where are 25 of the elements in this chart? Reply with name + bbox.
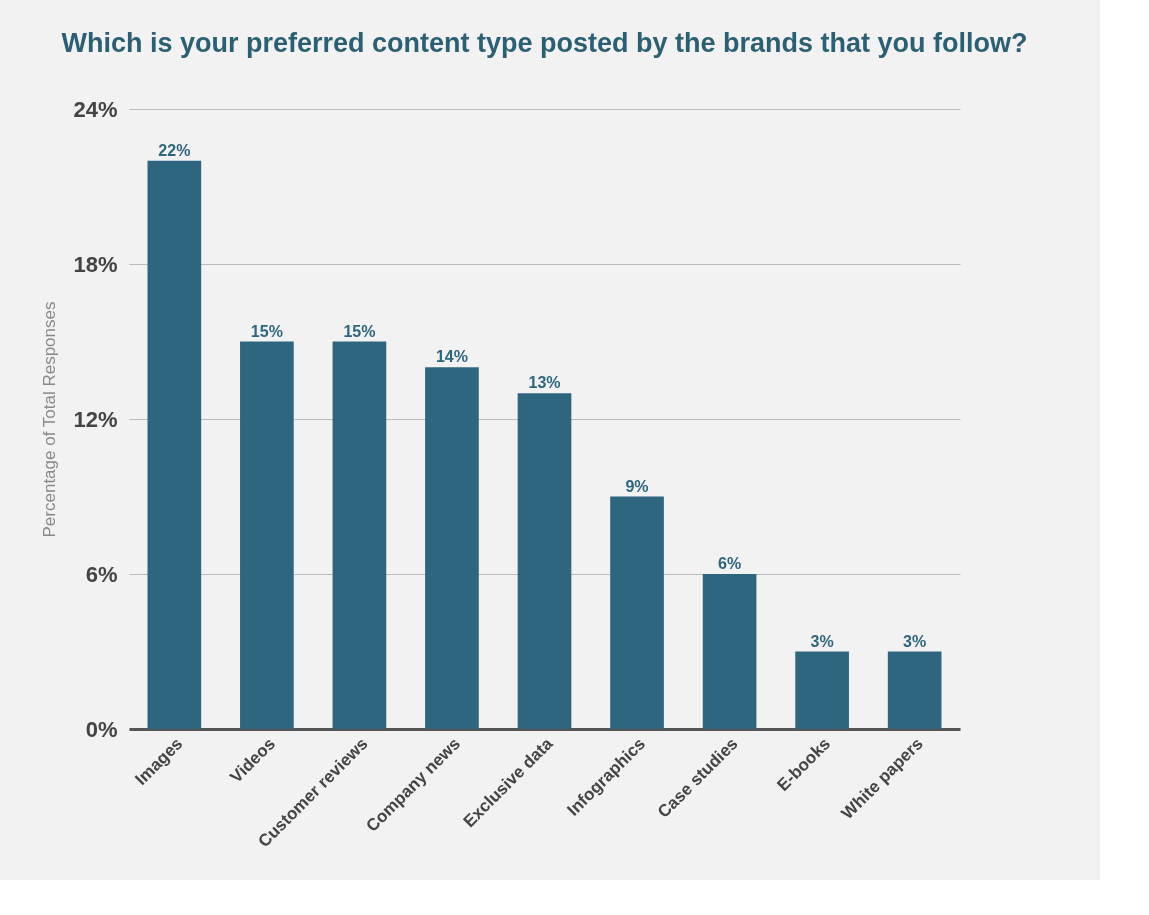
bar xyxy=(887,651,942,729)
bar xyxy=(240,341,294,729)
data-label: 15% xyxy=(250,322,283,340)
y-tick-label: 0% xyxy=(85,716,118,742)
bar xyxy=(332,341,387,729)
y-tick-label: 12% xyxy=(73,406,118,432)
data-label: 13% xyxy=(528,374,561,392)
bar xyxy=(795,651,849,729)
y-axis-title: Percentage of Total Responses xyxy=(40,301,60,538)
y-tick-label: 18% xyxy=(73,251,118,277)
data-label: 15% xyxy=(343,322,376,340)
bar xyxy=(425,367,479,729)
data-label: 3% xyxy=(903,632,927,650)
bar xyxy=(702,574,757,729)
data-label: 9% xyxy=(625,477,649,495)
bar xyxy=(517,393,572,729)
data-label: 6% xyxy=(718,555,742,572)
chart-title: Which is your preferred content type posted by the brands that you follow? xyxy=(61,28,1028,58)
y-tick-label: 6% xyxy=(85,561,118,587)
data-label: 22% xyxy=(158,141,191,159)
bar xyxy=(610,496,664,729)
data-label: 3% xyxy=(810,632,834,650)
y-tick-label: 24% xyxy=(73,96,118,122)
bar xyxy=(147,160,202,729)
data-label: 14% xyxy=(435,348,468,366)
